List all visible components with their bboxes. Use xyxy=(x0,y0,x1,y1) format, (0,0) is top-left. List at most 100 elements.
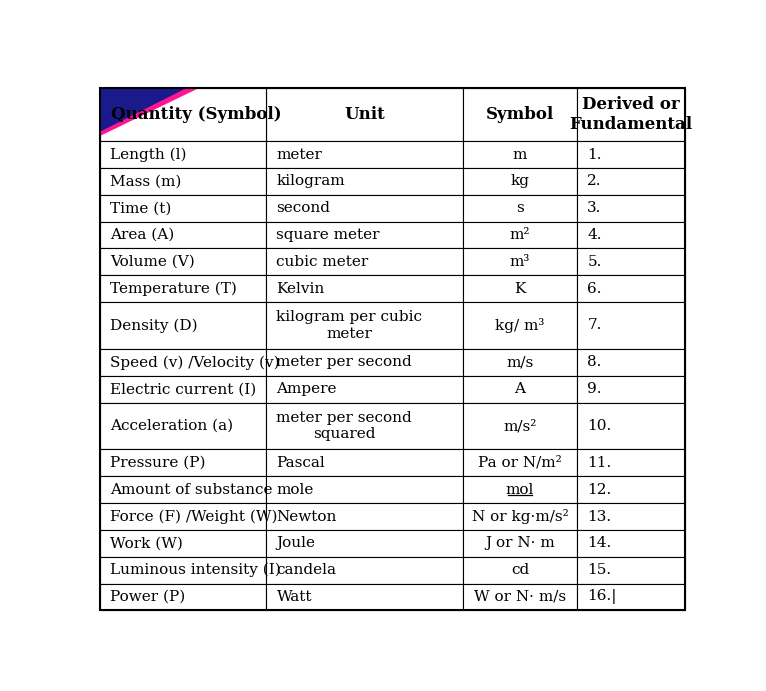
Bar xyxy=(100,530,267,557)
Text: candela: candela xyxy=(277,563,336,577)
Text: 10.: 10. xyxy=(588,419,611,433)
Text: Acceleration (a): Acceleration (a) xyxy=(110,419,234,433)
Bar xyxy=(463,349,578,376)
Bar xyxy=(463,168,578,195)
Text: Joule: Joule xyxy=(277,536,316,550)
Text: Pa or N/m²: Pa or N/m² xyxy=(478,456,561,470)
Bar xyxy=(100,450,267,476)
Bar xyxy=(100,248,267,275)
Text: Unit: Unit xyxy=(344,106,385,123)
Bar xyxy=(463,450,578,476)
Bar xyxy=(267,503,463,530)
Bar xyxy=(463,302,578,349)
Bar xyxy=(463,195,578,222)
Text: kilogram: kilogram xyxy=(277,174,345,189)
Text: 14.: 14. xyxy=(588,536,611,550)
Text: m³: m³ xyxy=(510,255,530,269)
Text: Force (F) /Weight (W): Force (F) /Weight (W) xyxy=(110,509,278,524)
Text: 13.: 13. xyxy=(588,509,611,524)
Bar xyxy=(267,584,463,610)
Text: 3.: 3. xyxy=(588,201,601,215)
Bar xyxy=(463,88,578,141)
Bar xyxy=(267,168,463,195)
Text: J or N· m: J or N· m xyxy=(485,536,555,550)
Bar xyxy=(100,503,267,530)
Bar xyxy=(100,195,267,222)
Bar xyxy=(267,222,463,248)
Bar xyxy=(578,248,685,275)
Text: Luminous intensity (I): Luminous intensity (I) xyxy=(110,563,281,578)
Bar xyxy=(267,302,463,349)
Bar xyxy=(578,222,685,248)
Bar xyxy=(267,141,463,168)
Bar xyxy=(267,349,463,376)
Text: m: m xyxy=(512,148,527,162)
Text: Electric current (I): Electric current (I) xyxy=(110,382,257,396)
Bar xyxy=(463,376,578,403)
Text: Kelvin: Kelvin xyxy=(277,282,325,296)
Bar xyxy=(267,476,463,503)
Text: kilogram per cubic
meter: kilogram per cubic meter xyxy=(277,310,422,341)
Text: Work (W): Work (W) xyxy=(110,536,183,550)
Bar xyxy=(578,275,685,302)
Text: 7.: 7. xyxy=(588,319,601,332)
Text: Time (t): Time (t) xyxy=(110,201,172,215)
Bar xyxy=(463,530,578,557)
Text: 15.: 15. xyxy=(588,563,611,577)
Bar xyxy=(463,584,578,610)
Bar xyxy=(100,302,267,349)
Text: second: second xyxy=(277,201,330,215)
Bar xyxy=(267,275,463,302)
Bar xyxy=(267,195,463,222)
Text: 5.: 5. xyxy=(588,255,601,269)
Bar xyxy=(100,376,267,403)
Text: Quantity (Symbol): Quantity (Symbol) xyxy=(111,106,282,123)
Bar xyxy=(578,141,685,168)
Bar xyxy=(463,476,578,503)
Bar xyxy=(578,195,685,222)
Text: Ampere: Ampere xyxy=(277,382,337,396)
Text: Newton: Newton xyxy=(277,509,337,524)
Bar xyxy=(267,88,463,141)
Bar xyxy=(100,168,267,195)
Bar xyxy=(100,349,267,376)
Text: m/s²: m/s² xyxy=(503,419,537,433)
Text: square meter: square meter xyxy=(277,228,380,242)
Bar xyxy=(578,376,685,403)
Text: 4.: 4. xyxy=(588,228,602,242)
Text: cubic meter: cubic meter xyxy=(277,255,368,269)
Text: N or kg·m/s²: N or kg·m/s² xyxy=(472,509,568,524)
Bar xyxy=(267,248,463,275)
Text: m/s: m/s xyxy=(506,355,534,370)
Bar xyxy=(267,557,463,584)
Polygon shape xyxy=(100,88,200,136)
Text: Density (D): Density (D) xyxy=(110,319,198,332)
Bar xyxy=(578,302,685,349)
Bar xyxy=(578,403,685,450)
Text: 11.: 11. xyxy=(588,456,611,470)
Text: K: K xyxy=(514,282,525,296)
Text: Temperature (T): Temperature (T) xyxy=(110,281,237,296)
Bar xyxy=(267,530,463,557)
Text: Length (l): Length (l) xyxy=(110,147,187,162)
Bar xyxy=(463,248,578,275)
Bar xyxy=(267,403,463,450)
Text: 16.|: 16.| xyxy=(588,589,617,605)
Bar xyxy=(578,476,685,503)
Text: Derived or
Fundamental: Derived or Fundamental xyxy=(569,96,692,133)
Text: Speed (v) /Velocity (v): Speed (v) /Velocity (v) xyxy=(110,355,280,370)
Text: Pressure (P): Pressure (P) xyxy=(110,456,206,470)
Text: Volume (V): Volume (V) xyxy=(110,255,195,269)
Bar xyxy=(463,141,578,168)
Text: W or N· m/s: W or N· m/s xyxy=(474,590,566,604)
Text: Power (P): Power (P) xyxy=(110,590,185,604)
Bar xyxy=(578,584,685,610)
Bar xyxy=(100,88,267,141)
Text: A: A xyxy=(515,382,525,396)
Text: 12.: 12. xyxy=(588,483,611,497)
Bar xyxy=(100,584,267,610)
Text: 6.: 6. xyxy=(588,282,602,296)
Bar xyxy=(578,168,685,195)
Text: 8.: 8. xyxy=(588,355,601,370)
Bar xyxy=(100,222,267,248)
